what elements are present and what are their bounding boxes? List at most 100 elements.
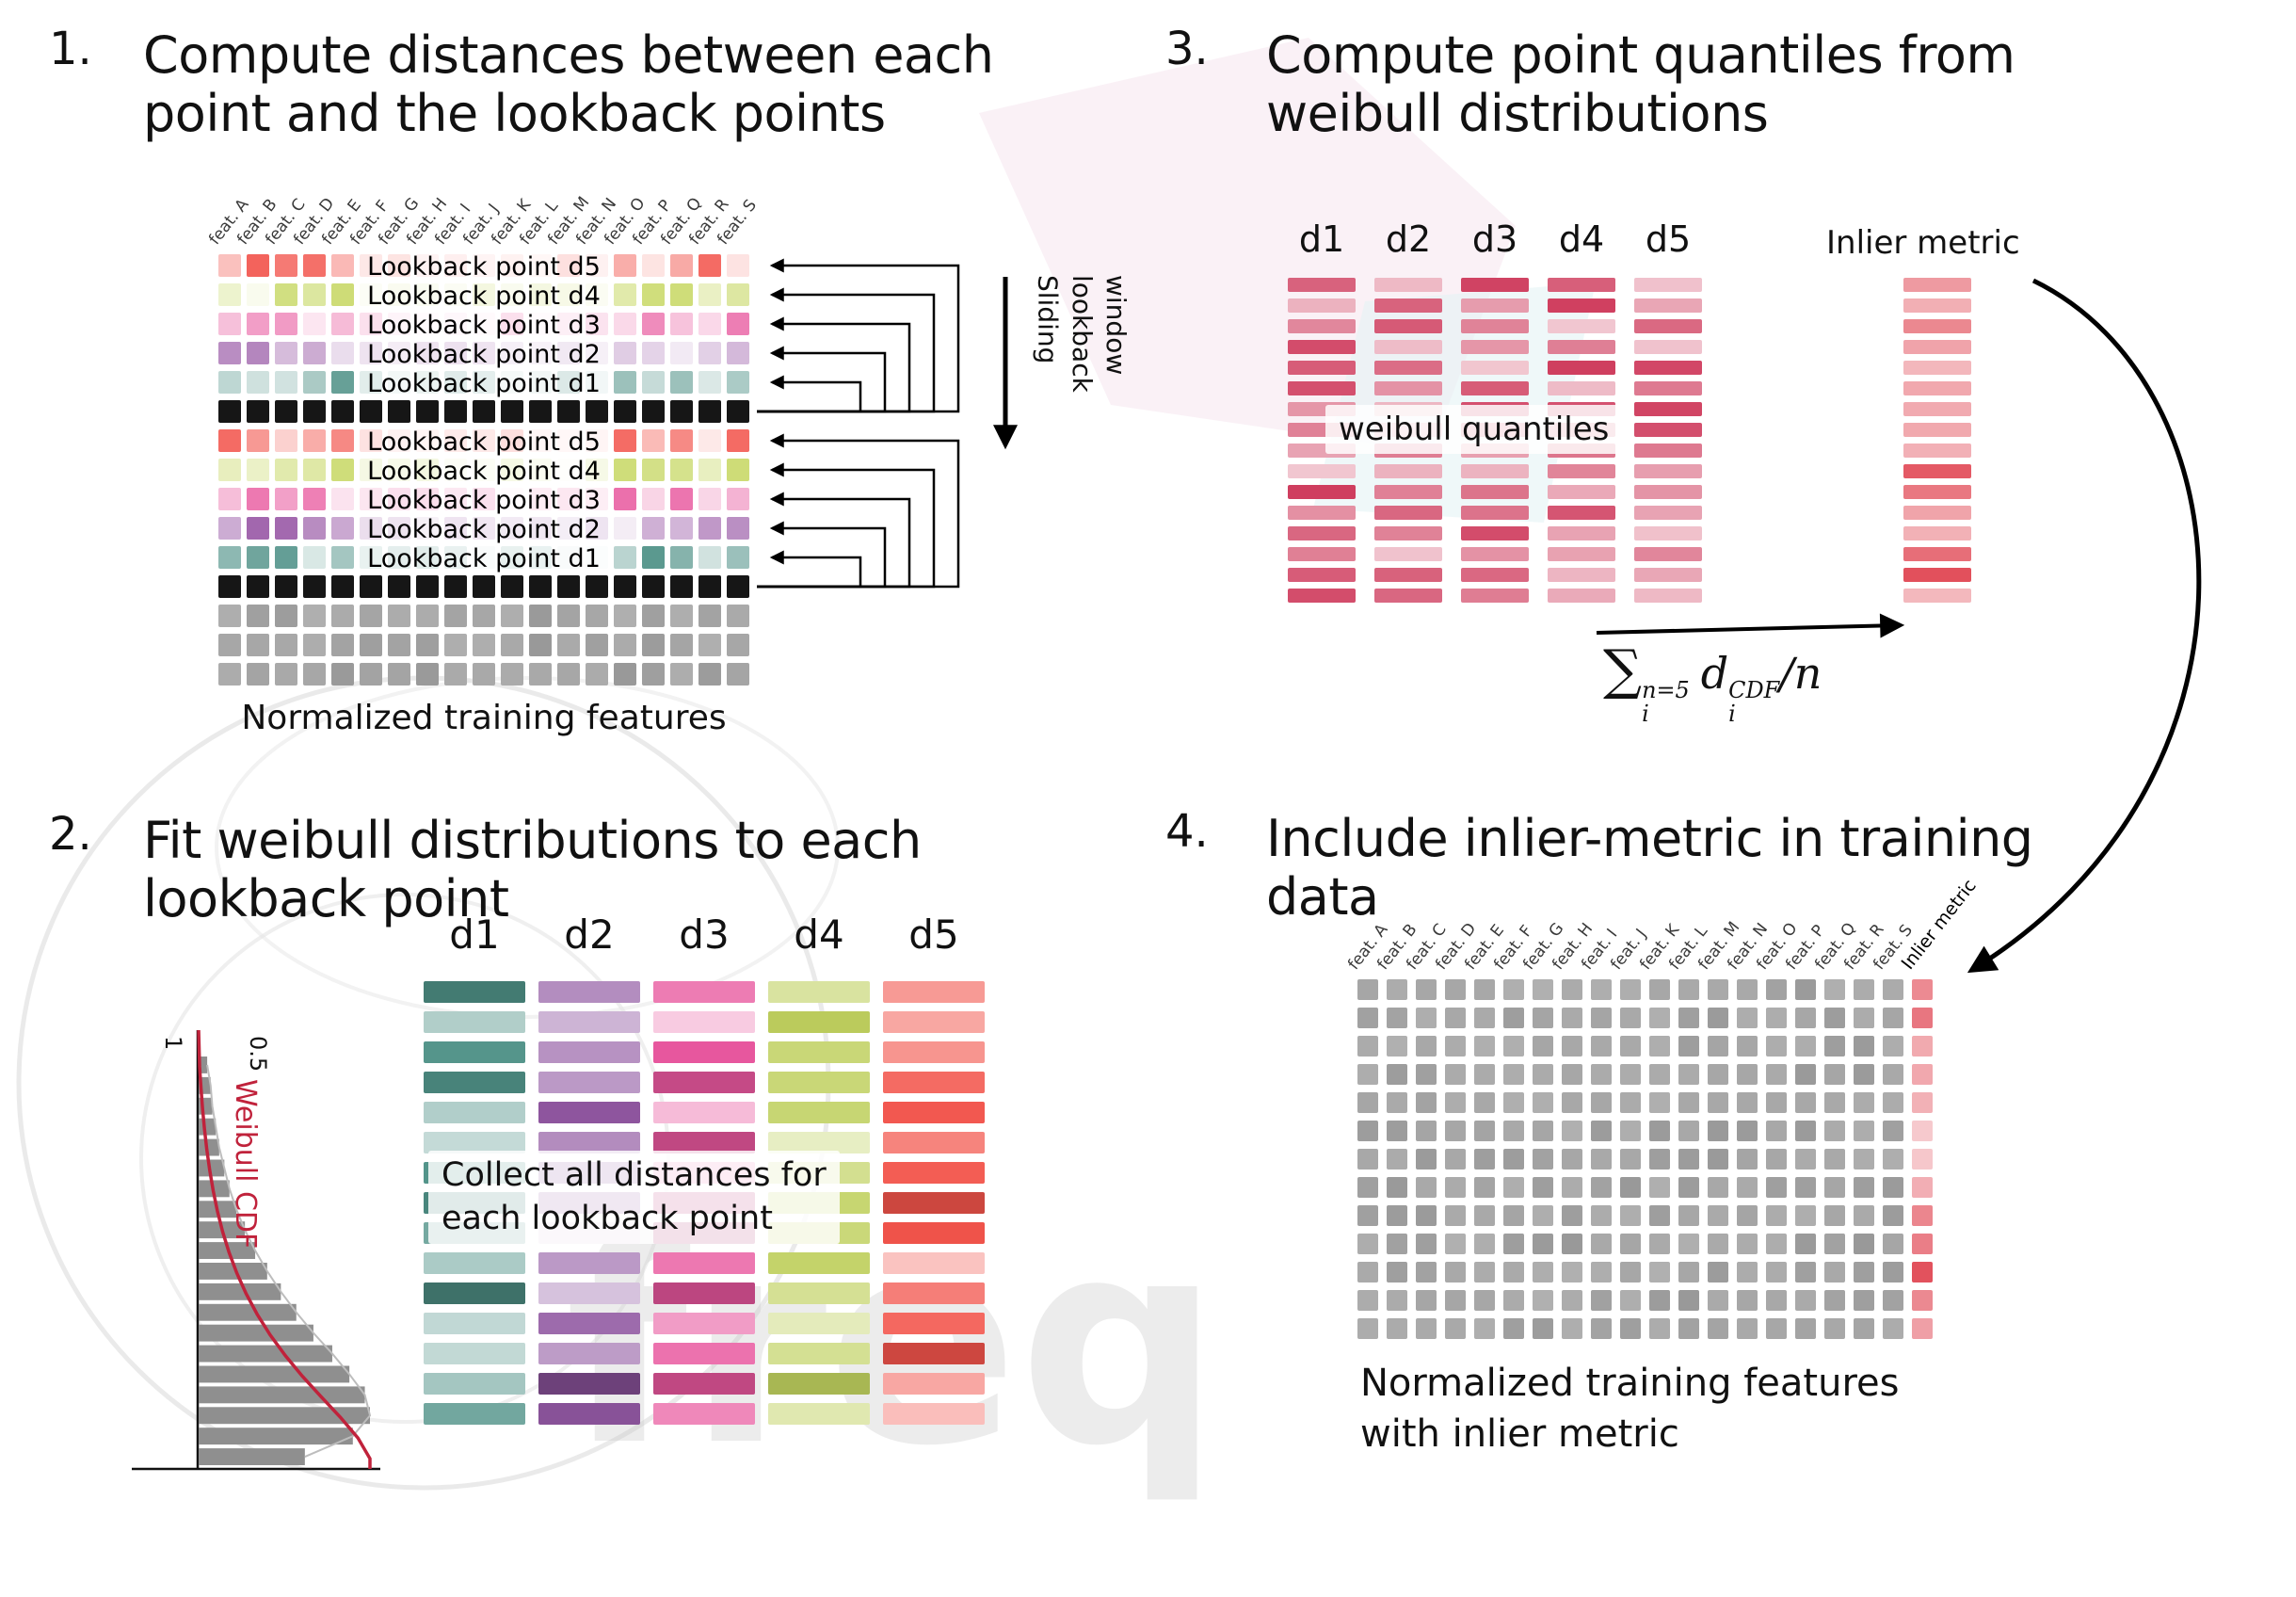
step4-title-line1: Include inlier-metric in training: [1266, 809, 2033, 868]
distance-bar: [1548, 485, 1615, 499]
feature-cell: [303, 634, 326, 656]
feature-cell: [1620, 1205, 1641, 1226]
distance-column-label: d3: [1471, 218, 1518, 260]
feature-cell: [275, 663, 297, 686]
formula-tail: /n: [1779, 648, 1822, 699]
feature-cell: [218, 400, 241, 423]
feature-cell: [444, 400, 467, 423]
distance-bar: [1548, 298, 1615, 313]
feature-cell: [1416, 1177, 1437, 1198]
histogram-bar: [199, 1428, 353, 1445]
feature-cell: [218, 517, 241, 540]
step4-caption-line1: Normalized training features: [1360, 1362, 1900, 1405]
feature-cell: [1883, 1318, 1903, 1339]
feature-cell: [1562, 1177, 1582, 1198]
step1-title-line2: point and the lookback points: [143, 84, 886, 144]
sum-upper-limit: n=5: [1642, 676, 1690, 703]
distance-bar: [1634, 568, 1702, 582]
feature-cell: [1445, 1036, 1466, 1057]
inlier-metric-bar: [1903, 423, 1971, 437]
histogram-bar: [199, 1324, 313, 1342]
feature-cell: [1357, 1234, 1378, 1254]
sliding-label-word1: Sliding: [1032, 275, 1064, 364]
feature-cell: [1357, 1318, 1378, 1339]
feature-cell: [1766, 1092, 1787, 1113]
feature-cell: [1649, 1036, 1670, 1057]
step2-overlay-line2: each lookback point: [442, 1199, 773, 1237]
step2-column-labels: d1 d2 d3 d4 d5: [424, 911, 985, 958]
feature-cell: [727, 429, 749, 452]
feature-cell: [670, 575, 693, 598]
feature-cell: [1883, 1008, 1903, 1028]
feature-cell: [331, 546, 354, 569]
feature-cell: [1883, 1036, 1903, 1057]
inlier-cell: [1912, 1149, 1933, 1170]
feature-cell: [218, 429, 241, 452]
feature-cell: [1620, 1177, 1641, 1198]
feature-cell: [1854, 1064, 1874, 1085]
distance-column-label: d3: [679, 911, 730, 958]
feature-cell: [1649, 1290, 1670, 1311]
feature-cell: [1854, 1290, 1874, 1311]
feature-cell: [1562, 1149, 1582, 1170]
feature-cell: [501, 663, 523, 686]
feature-cell: [529, 663, 552, 686]
feature-cell: [275, 254, 297, 277]
feature-cell: [1445, 1262, 1466, 1282]
feature-cell: [1562, 1121, 1582, 1141]
distance-bar: [1374, 340, 1442, 354]
distance-bar: [1374, 485, 1442, 499]
feature-cell: [642, 575, 665, 598]
feature-cell: [1445, 1121, 1466, 1141]
feature-cell: [331, 488, 354, 510]
feature-cell: [670, 546, 693, 569]
feature-cell: [1387, 1121, 1407, 1141]
feature-cell: [275, 605, 297, 627]
feature-cell: [1649, 1092, 1670, 1113]
distance-bar: [653, 1041, 755, 1063]
feature-cell: [1416, 1008, 1437, 1028]
distance-bar: [768, 1403, 870, 1425]
distance-bar: [768, 1313, 870, 1334]
feature-cell: [614, 663, 636, 686]
feature-cell: [388, 634, 410, 656]
feature-cell: [1562, 1092, 1582, 1113]
distance-bar: [1634, 506, 1702, 520]
feature-cell: [1620, 1149, 1641, 1170]
feature-cell: [1387, 1262, 1407, 1282]
distance-bar: [653, 981, 755, 1003]
feature-cell: [529, 634, 552, 656]
distance-bar: [768, 1343, 870, 1364]
feature-cell: [1503, 1318, 1524, 1339]
feature-cell: [1445, 1318, 1466, 1339]
histogram-bar: [199, 1057, 208, 1073]
distance-bar: [768, 1373, 870, 1395]
feature-cell: [1883, 979, 1903, 1000]
distance-bar: [424, 1343, 525, 1364]
feature-cell: [360, 605, 382, 627]
distance-bar: [1288, 568, 1356, 582]
distance-column: [883, 981, 985, 1425]
feature-cell: [1562, 1318, 1582, 1339]
feature-cell: [1474, 1177, 1495, 1198]
distance-bar: [424, 1102, 525, 1123]
histogram-bar: [199, 1407, 370, 1425]
step2-title: Fit weibull distributions to each lookba…: [143, 811, 922, 928]
feature-cell: [1562, 979, 1582, 1000]
feature-cell: [331, 313, 354, 335]
distance-bar: [538, 1041, 640, 1063]
feature-cell: [1445, 1092, 1466, 1113]
distance-bar: [883, 1072, 985, 1093]
feature-cell: [1737, 1149, 1758, 1170]
feature-cell: [727, 575, 749, 598]
inlier-metric-bar: [1903, 526, 1971, 540]
distance-bar: [1461, 278, 1529, 292]
feature-cell: [727, 546, 749, 569]
distance-bar: [1288, 526, 1356, 540]
feature-cell: [1387, 1149, 1407, 1170]
distance-bar: [653, 1313, 755, 1334]
feature-cell: [698, 400, 721, 423]
histogram-bar: [199, 1159, 225, 1177]
feature-cell: [1766, 1121, 1787, 1141]
